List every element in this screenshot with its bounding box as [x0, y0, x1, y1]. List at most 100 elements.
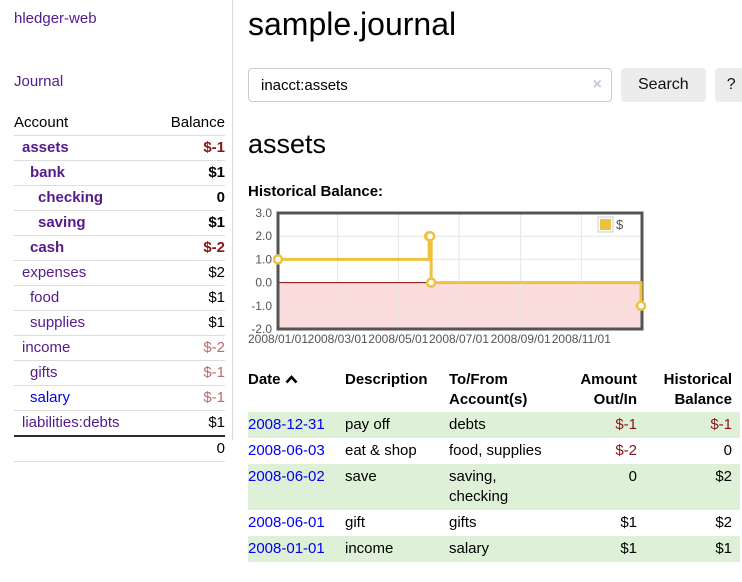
- account-name-cell: cash: [14, 235, 154, 261]
- register-balance-cell: 0: [723, 442, 732, 459]
- main-panel: sample.journal × Search ? assets Histori…: [233, 0, 742, 582]
- account-link[interactable]: expenses: [22, 264, 87, 281]
- account-balance: $1: [153, 310, 225, 336]
- register-row: 2008-06-02 save saving, checking 0 $2: [248, 464, 740, 510]
- legend-label: $: [616, 217, 624, 232]
- help-button[interactable]: ?: [714, 68, 742, 102]
- account-row: gifts $-1: [14, 360, 225, 386]
- account-row: checking 0: [14, 185, 225, 211]
- register-accounts-cell: debts: [449, 416, 486, 433]
- register-table: Date Description To/From Account(s) Amou…: [248, 368, 740, 562]
- account-name-cell: expenses: [14, 260, 154, 286]
- account-link[interactable]: gifts: [30, 364, 58, 381]
- register-accounts-cell: food, supplies: [449, 442, 542, 459]
- register-header-description: Description: [345, 371, 428, 388]
- register-amount-cell: 0: [628, 468, 637, 485]
- register-balance-cell: $1: [715, 540, 732, 557]
- sidebar: hledger-web Journal Account Balance asse…: [0, 0, 233, 462]
- account-name-cell: supplies: [14, 310, 154, 336]
- register-amount-cell: $-2: [615, 442, 637, 459]
- x-axis-tick-label: 2008/09/01: [491, 332, 551, 346]
- transaction-date-link[interactable]: 2008-12-31: [248, 416, 325, 433]
- search-form: × Search ?: [248, 68, 742, 102]
- x-axis-tick-label: 2008/11/01: [552, 332, 611, 346]
- register-amount-cell: $1: [620, 540, 637, 557]
- data-point-marker: [425, 277, 437, 288]
- account-name-cell: assets: [14, 135, 154, 161]
- account-row: saving $1: [14, 210, 225, 236]
- account-link[interactable]: saving: [38, 214, 86, 231]
- account-row: liabilities:debts $1: [14, 410, 225, 437]
- data-point-marker: [272, 254, 284, 265]
- transaction-date-link[interactable]: 2008-06-02: [248, 468, 325, 485]
- register-description-cell: save: [345, 468, 377, 485]
- account-link[interactable]: bank: [30, 164, 66, 181]
- transaction-date-link[interactable]: 2008-06-01: [248, 514, 325, 531]
- accounts-table-body: assets $-1 bank $1 checking 0 saving $1 cash $-2 e…: [14, 135, 225, 437]
- account-link[interactable]: food: [30, 289, 60, 306]
- page-title: sample.journal: [248, 6, 457, 42]
- account-link[interactable]: salary: [30, 389, 71, 406]
- x-axis-tick-label: 2008/05/01: [368, 332, 428, 346]
- y-axis-tick-label: 0.0: [255, 276, 272, 290]
- account-link[interactable]: cash: [30, 239, 65, 256]
- account-name-cell: food: [14, 285, 154, 311]
- register-row: 2008-06-03 eat & shop food, supplies $-2 0: [248, 438, 740, 464]
- sort-asc-icon: [285, 370, 298, 390]
- accounts-total-row: 0: [14, 435, 225, 462]
- account-row: expenses $2: [14, 260, 225, 286]
- register-row: 2008-06-01 gift gifts $1 $2: [248, 510, 740, 536]
- brand-link[interactable]: hledger-web: [14, 10, 97, 27]
- register-header-row: Date Description To/From Account(s) Amou…: [248, 368, 740, 412]
- account-name-cell: liabilities:debts: [14, 410, 154, 437]
- x-axis-tick-label: 2008/01/01: [248, 332, 308, 346]
- account-link[interactable]: income: [22, 339, 71, 356]
- accounts-total-spacer: [14, 435, 154, 462]
- account-name-cell: income: [14, 335, 154, 361]
- clear-search-icon[interactable]: ×: [592, 76, 602, 93]
- register-amount-cell: $-1: [615, 416, 637, 433]
- account-row: income $-2: [14, 335, 225, 361]
- accounts-header-balance: Balance: [153, 111, 225, 136]
- legend-swatch: [600, 219, 611, 230]
- account-balance: $1: [153, 210, 225, 236]
- register-description-cell: gift: [345, 514, 366, 531]
- register-accounts-cell: saving, checking: [449, 468, 509, 505]
- accounts-table: Account Balance assets $-1 bank $1 checking 0…: [14, 111, 225, 462]
- register-header-balance: Historical Balance: [663, 371, 732, 408]
- register-balance-cell: $-1: [710, 416, 732, 433]
- register-date-cell: 2008-06-01: [248, 510, 345, 536]
- sidebar-item-journal[interactable]: Journal: [14, 73, 64, 90]
- register-header-accounts: To/From Account(s): [449, 371, 528, 408]
- account-balance: $-1: [153, 385, 225, 411]
- account-balance: 0: [153, 185, 225, 211]
- plot-border: [276, 211, 644, 331]
- account-link[interactable]: checking: [38, 189, 104, 206]
- register-date-cell: 2008-06-02: [248, 464, 345, 510]
- register-description-cell: pay off: [345, 416, 390, 433]
- search-button[interactable]: Search: [621, 68, 706, 102]
- accounts-header-row: Account Balance: [14, 111, 225, 136]
- register-description-cell: eat & shop: [345, 442, 417, 459]
- register-row: 2008-01-01 income salary $1 $1: [248, 536, 740, 562]
- account-link[interactable]: supplies: [30, 314, 86, 331]
- y-axis-tick-label: 3.0: [255, 206, 272, 220]
- y-axis-tick-label: 2.0: [255, 229, 272, 243]
- y-axis-tick-label: 1.0: [255, 252, 272, 266]
- account-link[interactable]: liabilities:debts: [22, 414, 120, 431]
- register-table-body: 2008-12-31 pay off debts $-1 $-1 2008-06-03 ea…: [248, 412, 740, 562]
- account-link[interactable]: assets: [22, 139, 69, 156]
- register-header-date[interactable]: Date: [248, 368, 345, 412]
- account-balance: $-1: [153, 360, 225, 386]
- account-balance: $1: [153, 285, 225, 311]
- y-axis-tick-label: -1.0: [251, 299, 272, 313]
- account-balance: $-2: [153, 335, 225, 361]
- account-row: cash $-2: [14, 235, 225, 261]
- transaction-date-link[interactable]: 2008-01-01: [248, 540, 325, 557]
- account-row: supplies $1: [14, 310, 225, 336]
- register-row: 2008-12-31 pay off debts $-1 $-1: [248, 412, 740, 438]
- transaction-date-link[interactable]: 2008-06-03: [248, 442, 325, 459]
- search-input[interactable]: [248, 68, 612, 102]
- register-date-cell: 2008-01-01: [248, 536, 345, 562]
- account-name-cell: salary: [14, 385, 154, 411]
